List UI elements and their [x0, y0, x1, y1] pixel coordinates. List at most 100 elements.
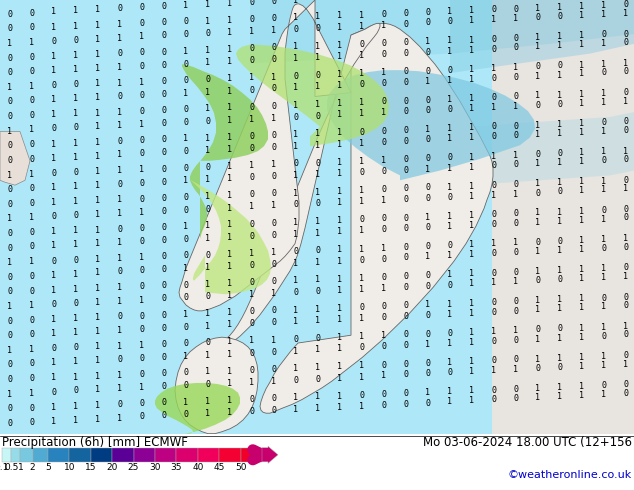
- Text: 1: 1: [448, 358, 453, 367]
- Text: 0: 0: [139, 91, 145, 100]
- Text: 1: 1: [359, 11, 365, 20]
- Text: 1: 1: [96, 109, 101, 118]
- Text: 1: 1: [425, 340, 430, 349]
- Text: 0: 0: [205, 29, 210, 38]
- Text: 0: 0: [162, 2, 167, 11]
- Text: 1: 1: [425, 252, 430, 261]
- Text: 1: 1: [96, 167, 101, 176]
- Text: 0: 0: [514, 122, 519, 130]
- Text: 1: 1: [470, 6, 474, 15]
- Text: 0: 0: [139, 19, 145, 28]
- Text: 1: 1: [205, 234, 210, 243]
- Text: 1: 1: [448, 76, 453, 85]
- Bar: [155, 448, 176, 462]
- Text: 1: 1: [536, 355, 541, 364]
- Text: 1: 1: [228, 133, 233, 142]
- Text: 1: 1: [536, 247, 541, 256]
- Text: 0: 0: [382, 10, 387, 19]
- Text: 1: 1: [337, 333, 342, 342]
- Text: 1: 1: [205, 88, 210, 97]
- Text: 1: 1: [579, 70, 585, 78]
- Text: 1: 1: [382, 196, 387, 205]
- Text: 45: 45: [214, 463, 225, 472]
- Text: 1: 1: [228, 396, 233, 405]
- Text: 1: 1: [183, 47, 188, 56]
- Text: 10: 10: [63, 463, 75, 472]
- Text: 0: 0: [271, 231, 276, 240]
- Text: 0: 0: [403, 330, 408, 340]
- Text: 1: 1: [514, 365, 519, 374]
- Text: 0: 0: [271, 190, 276, 198]
- Text: 1: 1: [557, 392, 562, 401]
- Text: 1: 1: [74, 139, 79, 147]
- Text: 0: 0: [623, 0, 628, 9]
- Text: 0: 0: [30, 287, 34, 295]
- Text: 0: 0: [162, 311, 167, 319]
- Text: 1: 1: [359, 285, 365, 294]
- Text: 1: 1: [228, 203, 233, 213]
- Text: 0.1: 0.1: [0, 463, 9, 472]
- Text: 1: 1: [294, 405, 299, 414]
- Text: 0: 0: [183, 235, 188, 244]
- Text: 0: 0: [162, 31, 167, 40]
- Text: 1: 1: [294, 171, 299, 180]
- Text: 0: 0: [162, 148, 167, 157]
- Text: 1: 1: [536, 130, 541, 139]
- Text: 0: 0: [8, 419, 13, 428]
- Text: 0: 0: [139, 282, 145, 292]
- Text: 0: 0: [359, 168, 365, 177]
- Text: 1: 1: [250, 74, 254, 82]
- Text: 1: 1: [337, 158, 342, 167]
- Text: 0: 0: [205, 163, 210, 172]
- Text: 1: 1: [139, 120, 145, 129]
- Text: 0: 0: [425, 19, 430, 27]
- Text: 0: 0: [139, 195, 145, 204]
- Text: 1: 1: [205, 351, 210, 360]
- Text: 1: 1: [205, 104, 210, 113]
- Bar: [198, 448, 219, 462]
- Text: 1: 1: [96, 196, 101, 205]
- Text: 1: 1: [183, 397, 188, 407]
- Text: 1: 1: [579, 61, 585, 70]
- Text: 1: 1: [557, 246, 562, 255]
- Text: 1: 1: [470, 357, 474, 366]
- Text: 0: 0: [162, 106, 167, 115]
- Text: 1: 1: [514, 326, 519, 335]
- Text: 1: 1: [536, 305, 541, 315]
- Text: 1: 1: [51, 95, 56, 104]
- Text: 0: 0: [382, 98, 387, 106]
- Text: 1: 1: [30, 257, 34, 267]
- Text: 0: 0: [557, 324, 562, 334]
- Text: 0: 0: [491, 210, 496, 219]
- Text: 0: 0: [117, 137, 122, 146]
- Text: 0: 0: [250, 220, 254, 228]
- Text: 0: 0: [491, 45, 496, 53]
- Text: 1: 1: [228, 0, 233, 8]
- Text: 1: 1: [448, 251, 453, 260]
- Text: 0: 0: [51, 124, 56, 133]
- Text: 1: 1: [294, 306, 299, 315]
- Text: 1: 1: [294, 101, 299, 110]
- Text: 1: 1: [514, 277, 519, 286]
- Text: 1: 1: [579, 98, 585, 108]
- Text: 0: 0: [602, 244, 607, 253]
- Text: 0: 0: [602, 206, 607, 215]
- Text: 0: 0: [557, 12, 562, 21]
- Text: 0: 0: [139, 370, 145, 379]
- Text: 0: 0: [623, 293, 628, 302]
- Bar: [240, 448, 262, 462]
- Text: 1: 1: [51, 52, 56, 61]
- Text: 0: 0: [557, 61, 562, 71]
- Text: 1: 1: [359, 139, 365, 147]
- Text: 0: 0: [403, 49, 408, 58]
- Text: 1: 1: [425, 388, 430, 397]
- Text: 0: 0: [271, 306, 276, 316]
- Text: 0: 0: [425, 183, 430, 193]
- Text: 1: 1: [448, 134, 453, 144]
- Text: 1: 1: [602, 273, 607, 282]
- Text: 1: 1: [557, 208, 562, 217]
- Text: 0: 0: [30, 228, 34, 237]
- Text: 1: 1: [359, 362, 365, 370]
- Text: 0: 0: [316, 71, 321, 80]
- Text: 0: 0: [491, 298, 496, 307]
